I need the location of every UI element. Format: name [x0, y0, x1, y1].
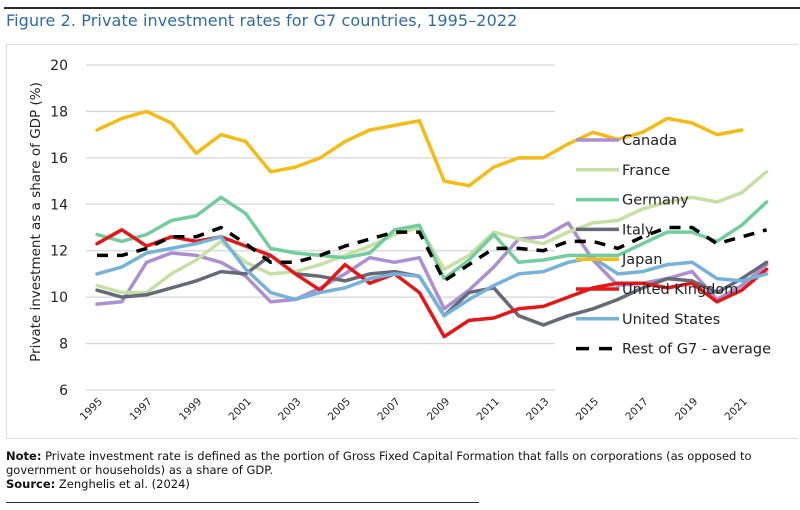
legend-item-united-states: United States [576, 312, 720, 328]
chart-frame [6, 44, 798, 439]
y-tick-label: 10 [50, 290, 68, 306]
x-tick-label: 2011 [475, 396, 502, 423]
legend-item-canada: Canada [576, 133, 677, 149]
x-tick-label: 2009 [425, 396, 452, 423]
source: Source: Zenghelis et al. (2024) [6, 477, 800, 491]
y-tick-label: 8 [59, 337, 68, 353]
series-lines [95, 109, 769, 339]
legend-item-italy: Italy [576, 222, 654, 238]
legend-item-japan: Japan [576, 252, 662, 268]
x-tick-label: 1999 [177, 396, 204, 423]
legend-label: Germany [622, 193, 689, 209]
x-tick-label: 1995 [78, 396, 105, 423]
note: Note: Private investment rate is defined… [6, 449, 800, 477]
bottom-rule [6, 502, 479, 503]
legend-label: Italy [622, 222, 654, 238]
y-tick-label: 12 [50, 244, 68, 260]
y-axis-label: Private investment as a share of GDP (%) [28, 82, 44, 362]
x-tick-label: 2013 [524, 396, 551, 423]
legend-item-germany: Germany [576, 193, 689, 209]
legend-label: France [622, 163, 670, 179]
series-line-rest-of-g7-average [97, 225, 768, 283]
y-tick-label: 20 [50, 58, 68, 74]
y-tick-label: 6 [59, 383, 68, 399]
x-tick-label: 2021 [723, 396, 750, 423]
series-line-japan [95, 109, 744, 188]
x-tick-label: 2017 [623, 396, 650, 423]
series-line-germany [95, 195, 769, 281]
source-label: Source: [6, 477, 56, 491]
note-text: Private investment rate is defined as th… [6, 449, 752, 477]
legend-label: United Kingdom [622, 282, 738, 298]
legend: Canada France Germany Italy Japan United King… [576, 133, 771, 358]
x-tick-label: 1997 [127, 396, 154, 423]
legend-label: Rest of G7 - average [622, 342, 771, 358]
x-tick-label: 2007 [375, 396, 402, 423]
x-tick-label: 2005 [326, 396, 353, 423]
note-label: Note: [6, 449, 42, 463]
series-line-united-states [95, 235, 769, 318]
x-tick-label: 2001 [227, 396, 254, 423]
figure-title: Figure 2. Private investment rates for G… [6, 11, 518, 30]
y-tick-label: 14 [50, 197, 68, 213]
source-text: Zenghelis et al. (2024) [55, 477, 190, 491]
y-tick-label: 16 [50, 151, 68, 167]
y-tick-label: 18 [50, 104, 68, 120]
legend-label: Japan [621, 252, 662, 268]
legend-label: Canada [622, 133, 677, 149]
x-axis-ticks: 1995 1997 1999 2001 2003 2005 2007 2009 2011 2013… [78, 396, 750, 423]
y-axis-ticks: 6 8 10 12 14 16 18 20 [50, 58, 68, 399]
top-rule [4, 7, 800, 9]
series-line-canada [95, 221, 769, 311]
legend-label: United States [622, 312, 720, 328]
x-tick-label: 2015 [574, 396, 601, 423]
x-tick-label: 2003 [276, 396, 303, 423]
legend-item-france: France [576, 163, 670, 179]
x-tick-label: 2019 [673, 396, 700, 423]
legend-item-united-kingdom: United Kingdom [576, 282, 738, 298]
notes-block: Note: Private investment rate is defined… [6, 449, 800, 491]
legend-item-rest-of-g7-average: Rest of G7 - average [576, 342, 771, 358]
